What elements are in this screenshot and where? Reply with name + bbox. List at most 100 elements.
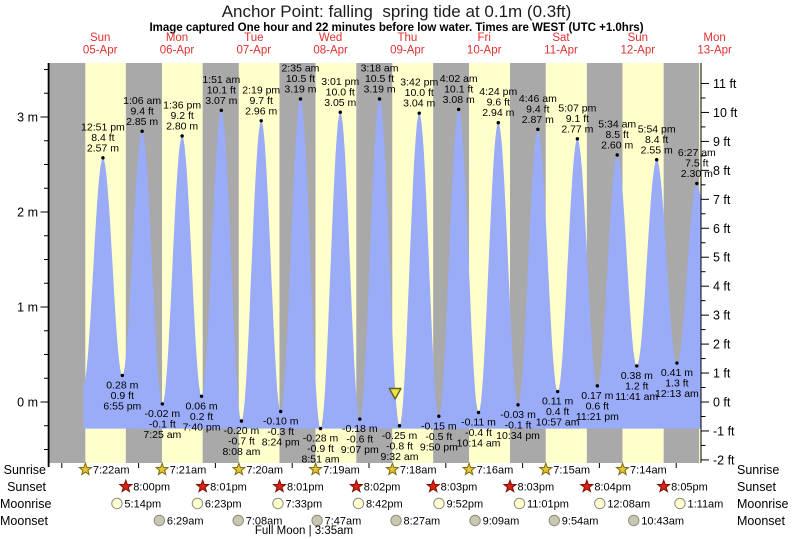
high-tide-label: 2.87 m (522, 114, 554, 126)
low-tide-label: -0.15 m (421, 420, 457, 432)
high-tide-point (654, 158, 659, 162)
ft-axis-minor-tick (701, 155, 706, 157)
high-tide-label: 3.08 m (443, 94, 475, 106)
high-tide-label: 1:36 pm (163, 100, 201, 112)
low-tide-label: 0.11 m (542, 396, 574, 408)
low-tide-point (199, 394, 204, 398)
moonset-time: 8:27am (404, 516, 441, 528)
high-tide-label: 9.6 ft (487, 97, 510, 109)
ft-axis-label: -2 ft (713, 453, 735, 467)
m-axis-tick (40, 116, 49, 118)
high-tide-label: 2.80 m (166, 121, 198, 133)
high-tide-label: 3.19 m (364, 83, 396, 95)
m-axis-tick (44, 425, 49, 427)
night-band (49, 63, 86, 463)
high-tide-label: 5:07 pm (558, 102, 596, 114)
midnight-tick (368, 463, 370, 468)
low-tide-label: 8:51 am (302, 454, 340, 466)
high-tide-label: 1:06 am (123, 95, 161, 107)
ft-axis-label: 10 ft (713, 106, 738, 120)
sunset-icon (579, 478, 595, 493)
m-axis-label: 2 m (17, 206, 38, 220)
low-tide-label: 0.2 ft (190, 411, 213, 423)
sunrise-time: 7:15am (553, 465, 590, 477)
high-tide-point (219, 108, 224, 113)
high-tide-label: 4:24 pm (479, 86, 517, 98)
moonrise-icon (674, 497, 686, 510)
moonrise-time: 8:42pm (366, 499, 403, 511)
sunset-time: 8:02pm (364, 482, 401, 494)
low-tide-label: 11:21 pm (576, 411, 619, 423)
moonrise-time: 6:23pm (205, 499, 242, 511)
ft-axis-tick (701, 256, 709, 258)
high-tide-label: 8.5 ft (606, 129, 629, 141)
high-tide-label: 2.60 m (601, 140, 633, 152)
moonset-row-label-left: Moonset (0, 513, 48, 528)
low-tide-label: 0.28 m (106, 379, 138, 391)
ft-axis-tick (701, 198, 709, 200)
low-tide-point (437, 414, 441, 418)
low-tide-label: -0.25 m (382, 430, 418, 442)
high-tide-label: 10.5 ft (286, 73, 315, 85)
ft-axis-label: 6 ft (713, 222, 731, 236)
sunset-icon (272, 478, 287, 493)
high-tide-label: 3.19 m (284, 83, 316, 95)
low-tide-point (555, 389, 560, 394)
high-tide-point (575, 137, 580, 141)
midnight-tick (445, 463, 447, 468)
sunset-row-label-right: Sunset (737, 479, 776, 494)
midnight-tick (522, 463, 524, 468)
high-tide-label: 2.55 m (641, 144, 673, 156)
high-tide-label: 10.1 ft (444, 83, 473, 95)
day-date-label: 08-Apr (313, 45, 348, 57)
high-tide-label: 5:54 pm (638, 123, 676, 135)
moonset-time: 9:54am (562, 516, 599, 528)
low-tide-label: 9:07 pm (341, 444, 379, 456)
ft-axis-label: 11 ft (713, 77, 737, 91)
low-tide-label: 12:13 am (655, 388, 699, 400)
moonrise-icon (111, 497, 123, 510)
sunrise-time: 7:18am (400, 465, 437, 477)
m-axis-tick (44, 282, 49, 284)
ft-axis-minor-tick (701, 242, 706, 244)
moonrise-time: 1:11am (687, 499, 723, 511)
sunrise-icon (154, 461, 170, 476)
high-tide-label: 2:19 pm (242, 84, 280, 96)
high-tide-label: 5:34 am (598, 119, 636, 131)
ft-axis-label: 2 ft (713, 338, 731, 352)
high-tide-point (615, 153, 619, 157)
sunset-time: 8:01pm (210, 482, 247, 494)
sunrise-row-label-right: Sunrise (737, 462, 780, 477)
m-axis-tick (44, 187, 49, 189)
high-tide-point (377, 97, 382, 101)
low-tide-label: 0.06 m (185, 400, 217, 412)
high-tide-label: 9.7 ft (250, 95, 273, 107)
ft-axis-label: 3 ft (713, 309, 731, 323)
ft-axis-tick (701, 82, 709, 84)
moonset-time: 7:08am (246, 516, 283, 528)
high-tide-label: 6:27 am (678, 147, 716, 159)
ft-axis-tick (701, 140, 709, 142)
midnight-tick (214, 463, 216, 468)
m-axis-tick (40, 306, 49, 308)
low-tide-point (635, 364, 639, 368)
sunrise-icon (231, 461, 247, 476)
high-tide-label: 10.5 ft (365, 73, 394, 85)
low-tide-point (239, 419, 244, 423)
sunrise-icon (461, 461, 477, 476)
low-tide-label: 6:55 pm (103, 400, 141, 412)
high-tide-point (180, 134, 184, 138)
low-tide-point (675, 361, 679, 365)
sunrise-icon (538, 461, 554, 476)
high-tide-point (101, 156, 105, 160)
sunset-icon (348, 478, 364, 493)
moonrise-icon (433, 497, 445, 510)
high-tide-label: 12:51 pm (81, 121, 125, 133)
high-tide-label: 4:02 am (440, 73, 478, 85)
day-date-label: 05-Apr (83, 45, 118, 57)
full-moon-note: Full Moon | 3:35am (254, 525, 354, 537)
ft-axis-label: 4 ft (713, 280, 731, 294)
moonrise-time: 11:01pm (527, 499, 569, 511)
moonset-time: 10:43am (641, 516, 684, 528)
m-axis-tick (44, 449, 49, 450)
